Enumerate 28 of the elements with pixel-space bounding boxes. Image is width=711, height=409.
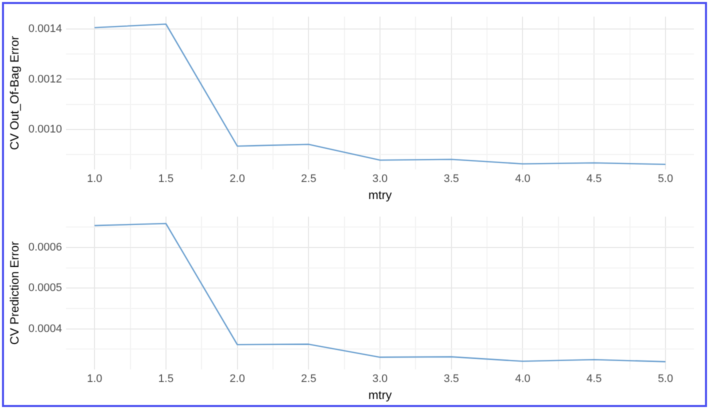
- y-axis-title: CV Out_Of-Bag Error: [8, 36, 22, 150]
- x-tick-label: 2.5: [301, 173, 316, 186]
- y-tick-label: 0.0004: [28, 322, 62, 335]
- x-tick-label: 4.5: [586, 173, 602, 186]
- x-tick-label: 2.0: [230, 173, 245, 186]
- x-tick-label: 3.0: [372, 373, 388, 386]
- x-tick-label: 1.5: [158, 373, 174, 386]
- x-tick-label: 4.0: [515, 373, 530, 386]
- x-tick-label: 1.0: [86, 373, 102, 386]
- x-tick-label: 5.0: [658, 173, 674, 186]
- y-axis-title: CV Prediction Error: [8, 241, 22, 345]
- x-tick-label: 4.0: [515, 173, 530, 186]
- x-tick-label: 1.5: [158, 173, 174, 186]
- y-tick-label: 0.0005: [28, 282, 62, 294]
- x-tick-label: 2.5: [301, 373, 316, 386]
- y-tick-label: 0.0006: [28, 242, 62, 254]
- y-tick-label: 0.0012: [28, 73, 62, 86]
- x-axis-title: mtry: [368, 188, 392, 202]
- x-tick-label: 5.0: [658, 373, 674, 386]
- x-tick-label: 2.0: [230, 373, 245, 386]
- x-tick-label: 3.5: [444, 173, 460, 186]
- y-tick-label: 0.0014: [28, 23, 62, 36]
- x-tick-label: 4.5: [586, 373, 602, 386]
- x-tick-label: 3.0: [372, 173, 388, 186]
- x-tick-label: 3.5: [444, 373, 460, 386]
- x-tick-label: 1.0: [86, 173, 102, 186]
- x-axis-title: mtry: [368, 388, 392, 402]
- y-tick-label: 0.0010: [28, 123, 62, 136]
